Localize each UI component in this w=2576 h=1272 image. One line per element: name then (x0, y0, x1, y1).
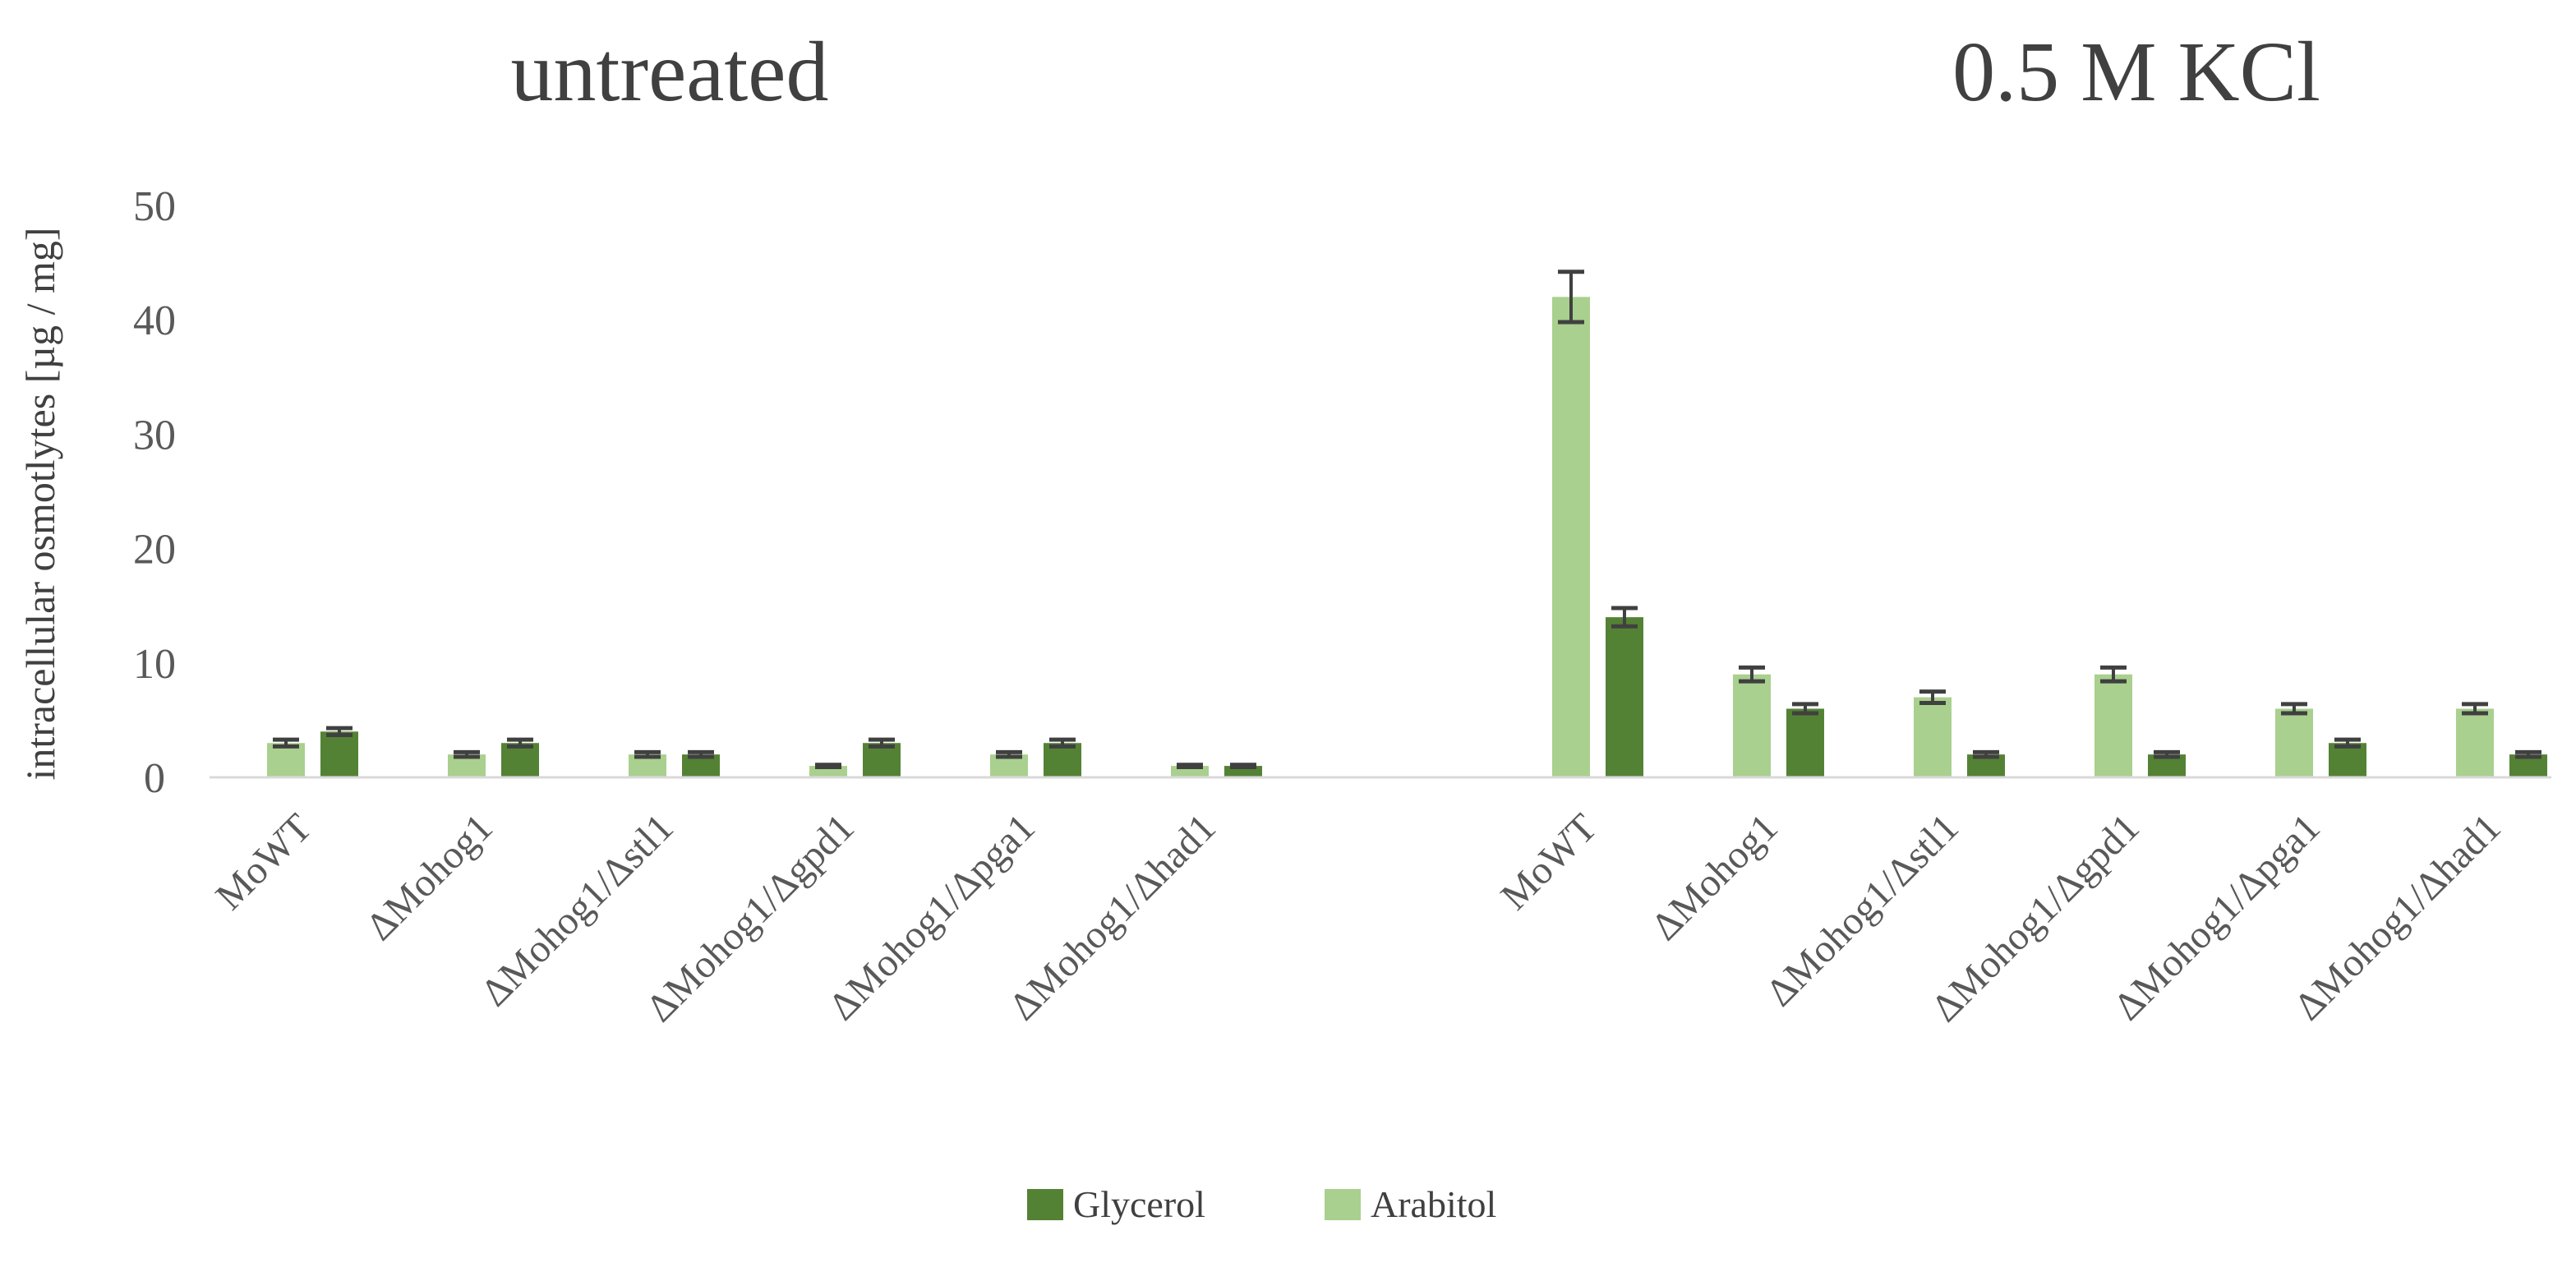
x-tick-label: MoWT (1492, 805, 1605, 918)
y-tick-label: 10 (133, 641, 176, 688)
bar-arabitol (267, 743, 305, 777)
y-axis-title: intracellular osmotlytes [µg / mg] (17, 227, 63, 780)
bar-arabitol (1733, 674, 1771, 777)
y-tick-label: 30 (133, 412, 176, 459)
y-tick-label: 0 (144, 755, 165, 802)
x-tick-label: ΔMohog1 (1643, 805, 1786, 948)
x-tick-label: MoWT (207, 805, 320, 918)
bar-glycerol (320, 731, 358, 777)
bar-glycerol (863, 743, 901, 777)
x-tick-label: ΔMohog1 (357, 805, 500, 948)
panel-title: 0.5 M KCl (1952, 25, 2320, 119)
legend-swatch-arabitol (1325, 1189, 1361, 1220)
bar-glycerol (501, 743, 539, 777)
legend-swatch-glycerol (1027, 1189, 1063, 1220)
bar-glycerol (1786, 708, 1824, 777)
bar-arabitol (2094, 674, 2132, 777)
bar-arabitol (2456, 708, 2494, 777)
y-tick-label: 40 (133, 297, 176, 344)
bar-arabitol (1552, 297, 1590, 777)
bar-arabitol (1914, 697, 1952, 777)
bar-glycerol (1044, 743, 1081, 777)
bar-glycerol (2329, 743, 2366, 777)
y-tick-label: 50 (133, 183, 176, 230)
y-tick-label: 20 (133, 527, 176, 574)
bar-arabitol (2275, 708, 2313, 777)
legend-label-arabitol: Arabitol (1371, 1183, 1496, 1225)
x-tick-label: ΔMohog1/Δstl1 (1758, 805, 1967, 1015)
panel-title: untreated (511, 25, 829, 119)
x-tick-label: ΔMohog1/Δstl1 (472, 805, 682, 1015)
legend-label-glycerol: Glycerol (1073, 1183, 1205, 1225)
bar-glycerol (1606, 617, 1643, 777)
